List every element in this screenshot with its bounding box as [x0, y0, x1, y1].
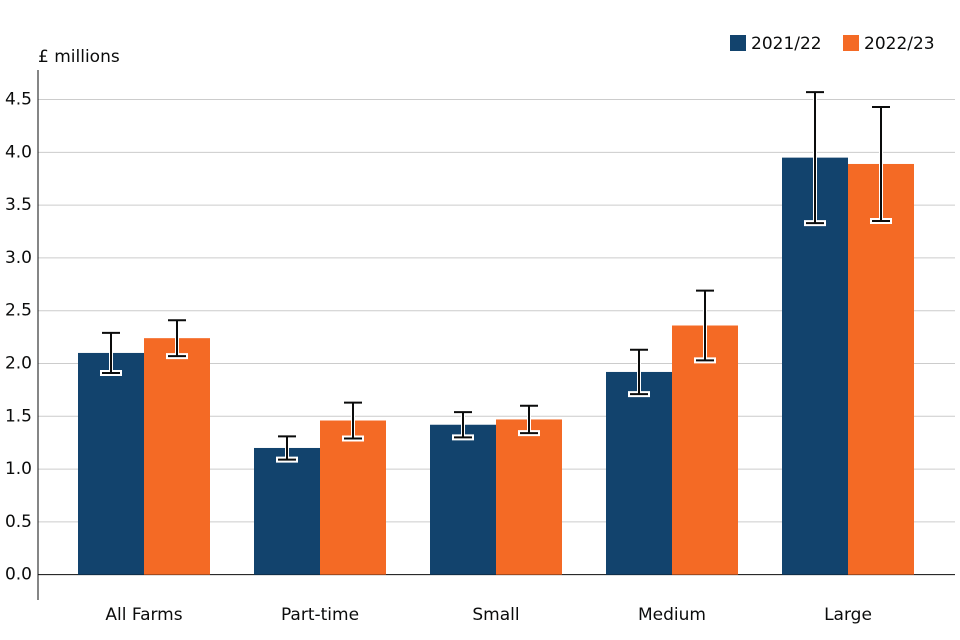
y-tick-label: 2.5	[5, 301, 32, 321]
bar	[782, 157, 848, 575]
legend-swatch	[843, 35, 859, 51]
bar	[848, 163, 914, 575]
y-tick-label: 0.5	[5, 512, 32, 532]
legend-swatch	[730, 35, 746, 51]
x-tick-label: All Farms	[105, 605, 182, 625]
y-tick-label: 3.5	[5, 195, 32, 215]
y-axis-label: £ millions	[38, 47, 120, 67]
bar	[496, 419, 562, 575]
error-bar	[628, 348, 650, 398]
y-tick-label: 3.0	[5, 248, 32, 268]
error-bar	[166, 319, 188, 360]
error-bar	[694, 289, 716, 364]
error-bar	[870, 105, 892, 224]
error-bar	[100, 331, 122, 377]
x-tick-label: Small	[472, 605, 519, 625]
error-bar	[342, 401, 364, 442]
bar	[606, 371, 672, 575]
bar	[320, 420, 386, 575]
bar	[430, 424, 496, 575]
x-tick-label: Part-time	[281, 605, 359, 625]
error-bar	[276, 435, 298, 463]
error-bar	[804, 91, 826, 227]
y-tick-label: 2.0	[5, 354, 32, 374]
bar	[672, 325, 738, 575]
x-tick-label: Medium	[638, 605, 706, 625]
y-tick-label: 1.0	[5, 459, 32, 479]
error-bar	[518, 404, 540, 437]
legend-label: 2021/22	[751, 34, 822, 54]
error-bar	[452, 411, 474, 441]
legend-label: 2022/23	[864, 34, 935, 54]
bar	[78, 352, 144, 575]
x-tick-label: Large	[824, 605, 872, 625]
bar	[254, 447, 320, 575]
y-tick-label: 0.0	[5, 565, 32, 585]
y-tick-label: 1.5	[5, 406, 32, 426]
bar	[144, 338, 210, 575]
y-tick-label: 4.0	[5, 142, 32, 162]
y-tick-label: 4.5	[5, 90, 32, 110]
